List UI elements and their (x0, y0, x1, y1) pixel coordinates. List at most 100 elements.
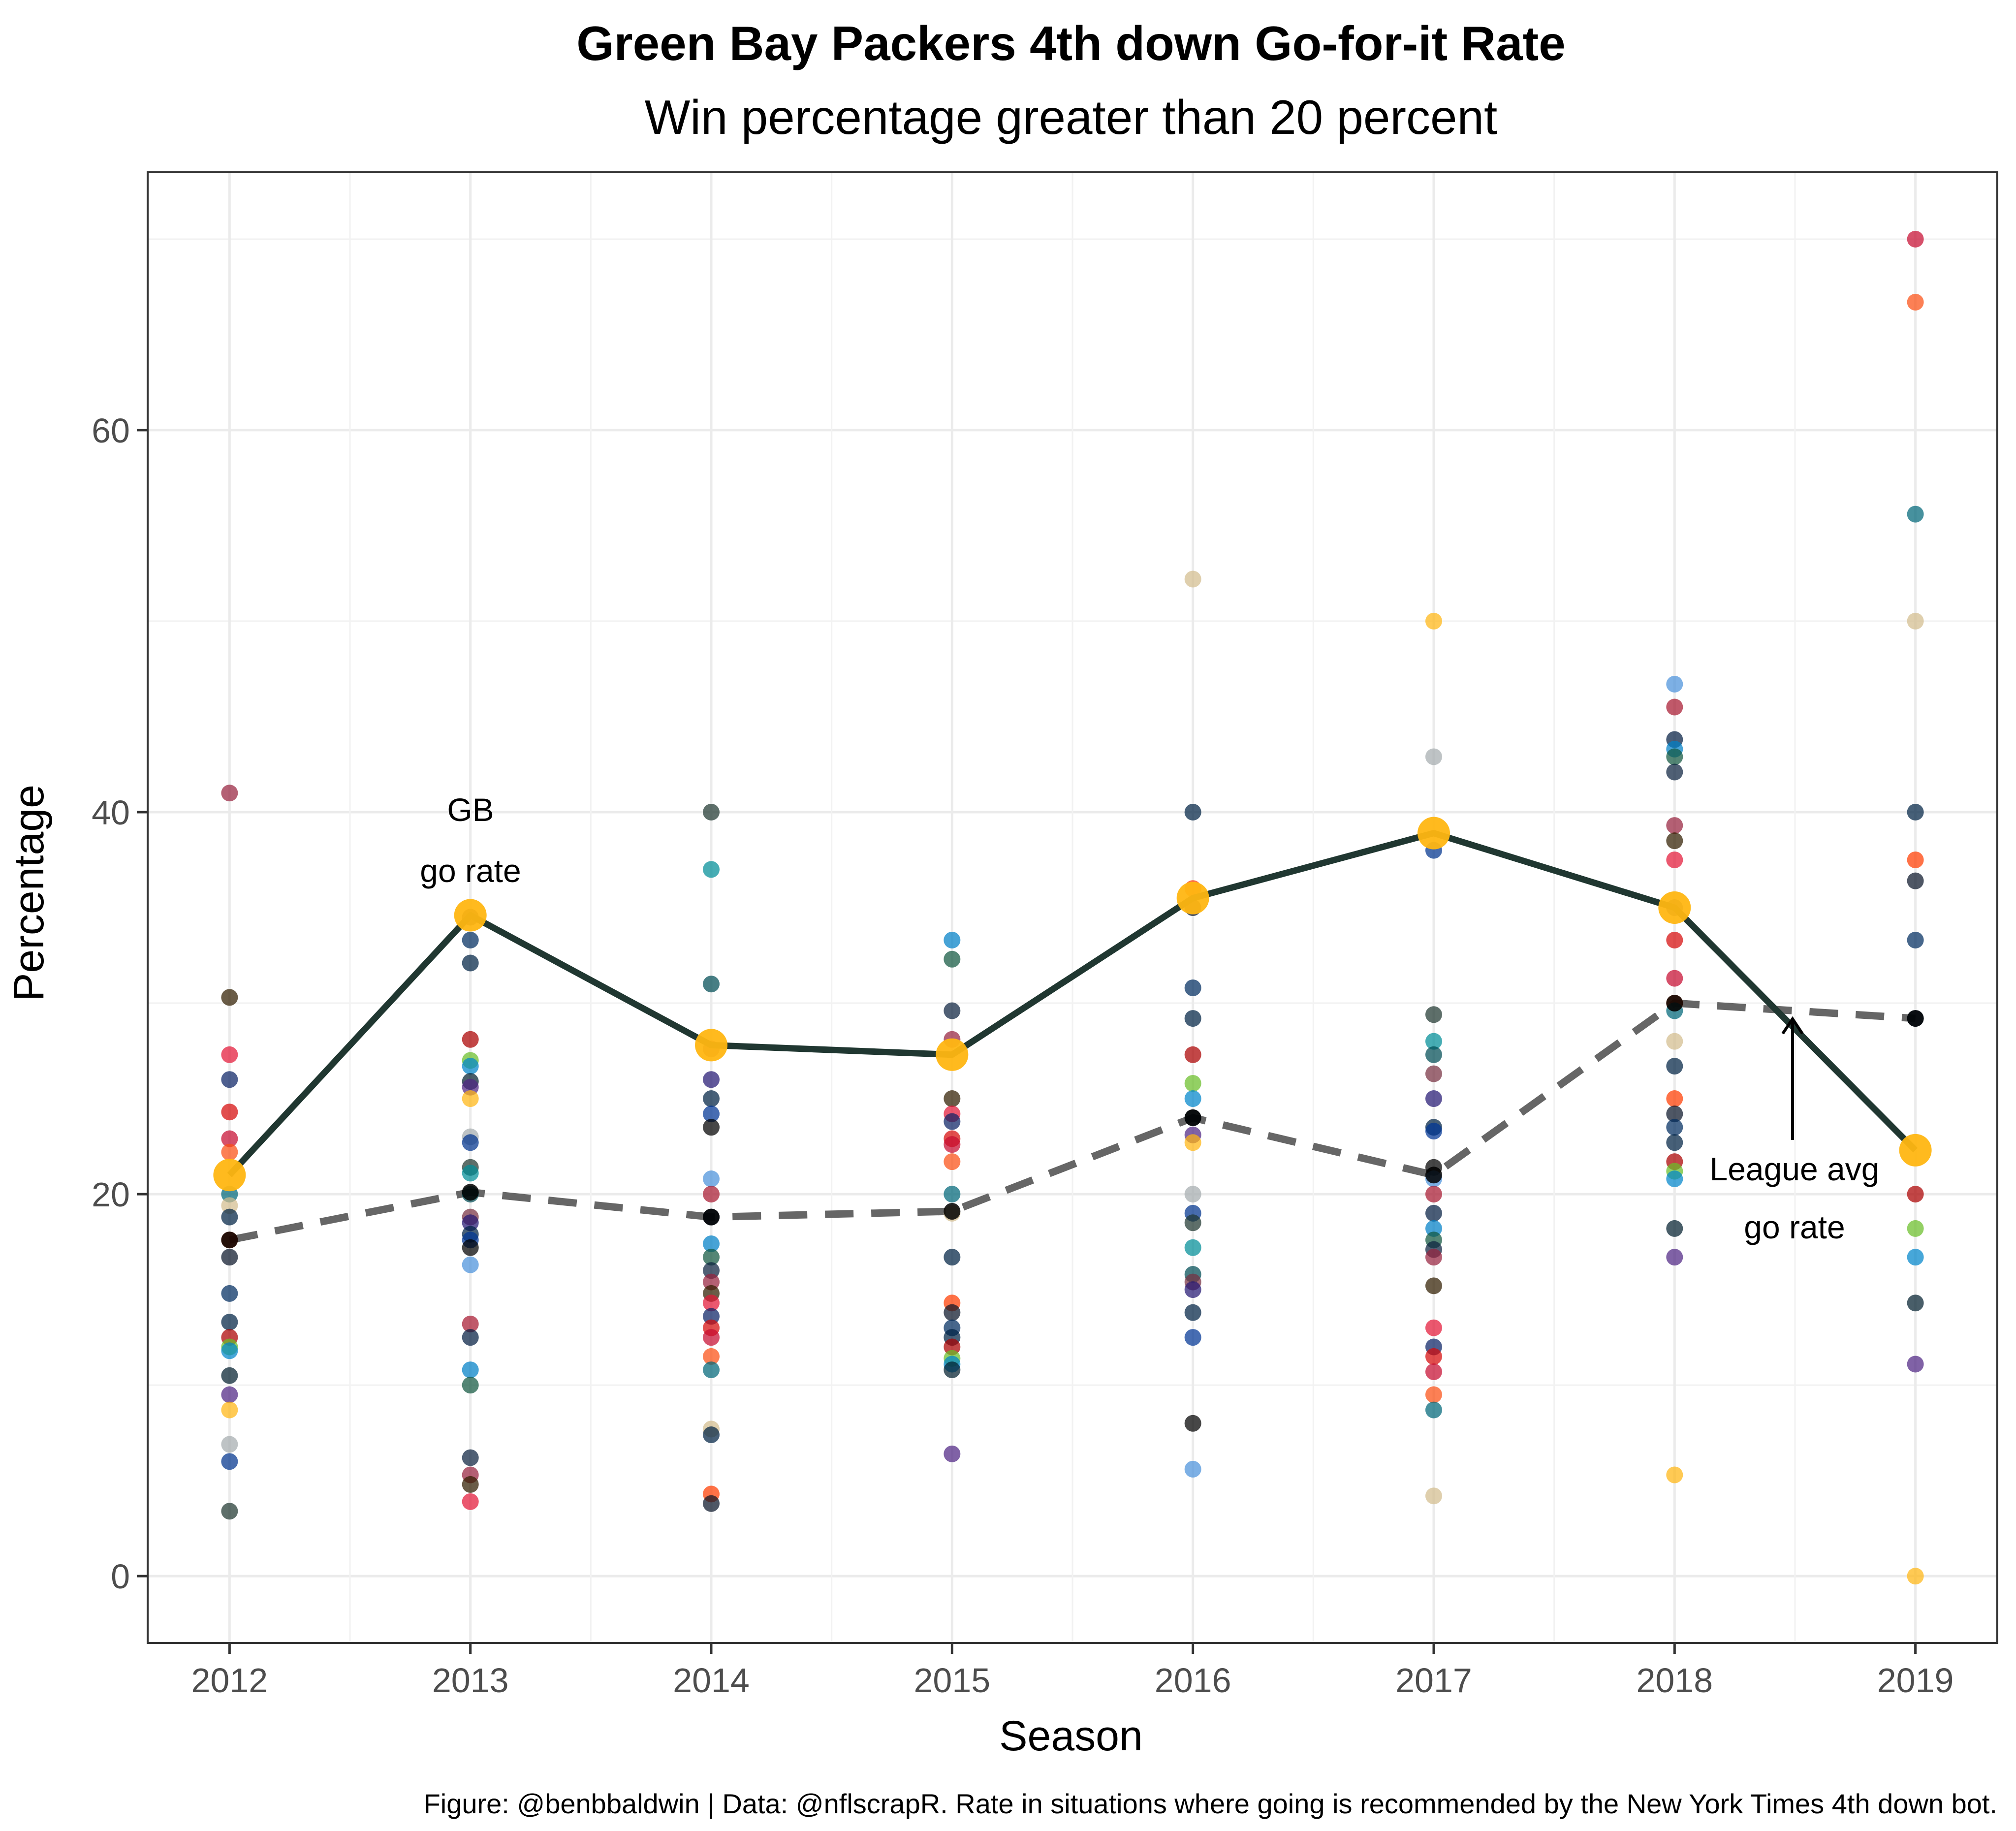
y-tick-label: 20 (92, 1175, 130, 1214)
league-average-series (228, 999, 1916, 1244)
team-point (1666, 763, 1683, 781)
team-point (1666, 1033, 1683, 1050)
league-average-point (1666, 995, 1683, 1012)
team-point (944, 1186, 961, 1203)
gb-series (213, 817, 1932, 1192)
chart-title: Green Bay Packers 4th down Go-for-it Rat… (576, 16, 1565, 70)
team-point (1907, 1356, 1924, 1373)
team-point (1907, 1294, 1924, 1312)
team-point (1425, 748, 1442, 765)
team-point (1425, 1249, 1442, 1266)
team-point (1907, 505, 1924, 523)
team-point (1184, 1090, 1201, 1107)
team-point (1425, 1123, 1442, 1140)
y-tick-label: 60 (92, 411, 130, 450)
x-tick-label: 2019 (1877, 1661, 1954, 1700)
team-point (1184, 1281, 1201, 1298)
team-point (1907, 1220, 1924, 1237)
team-point (703, 1071, 720, 1088)
team-point (462, 1476, 479, 1493)
team-point (703, 861, 720, 878)
team-point (1425, 1006, 1442, 1023)
team-point (703, 1495, 720, 1512)
team-point (1666, 1466, 1683, 1484)
team-point (462, 1361, 479, 1379)
team-point (1666, 1105, 1683, 1123)
team-point (703, 1105, 720, 1123)
team-point (1907, 931, 1924, 948)
team-point (221, 1249, 238, 1266)
chart-caption: Figure: @benbbaldwin | Data: @nflscrapR.… (424, 1788, 1997, 1819)
team-point (944, 1338, 961, 1356)
team-point (1666, 1090, 1683, 1107)
team-points (221, 230, 1924, 1585)
league-average-point (703, 1208, 720, 1226)
team-point (221, 1503, 238, 1520)
team-point (1184, 570, 1201, 588)
team-point (462, 1078, 479, 1096)
team-point (1666, 851, 1683, 868)
gb-annotation-line2: go rate (420, 852, 521, 889)
team-point (1425, 1277, 1442, 1294)
team-point (1425, 1487, 1442, 1505)
team-point (1184, 979, 1201, 996)
team-point (221, 1453, 238, 1470)
gb-go-rate-point (695, 1029, 728, 1062)
team-point (703, 1262, 720, 1279)
team-point (1666, 1249, 1683, 1266)
team-point (462, 1315, 479, 1332)
team-point (703, 1249, 720, 1266)
gb-annotation-line1: GB (447, 791, 494, 828)
team-point (221, 1436, 238, 1453)
team-point (944, 1361, 961, 1379)
gb-go-rate-point (213, 1159, 246, 1192)
team-point (1666, 817, 1683, 834)
league-annotation-line1: League avg (1710, 1151, 1880, 1187)
team-point (221, 1104, 238, 1121)
x-tick-label: 2015 (914, 1661, 990, 1700)
league-average-line (228, 999, 1916, 1244)
gb-go-rate-point (936, 1038, 969, 1071)
team-point (1425, 612, 1442, 630)
team-point (1907, 851, 1924, 868)
team-point (1666, 1170, 1683, 1188)
team-point (221, 1401, 238, 1419)
grid-lines (148, 172, 1997, 1643)
team-point (944, 1445, 961, 1462)
gb-go-rate-point (1176, 882, 1209, 915)
team-point (1184, 1460, 1201, 1478)
team-point (1907, 872, 1924, 889)
team-point (462, 931, 479, 948)
team-point (221, 989, 238, 1006)
team-point (462, 1031, 479, 1048)
league-average-point (462, 1184, 479, 1201)
team-point (944, 931, 961, 948)
team-point (1907, 293, 1924, 311)
team-point (221, 1342, 238, 1359)
x-tick-label: 2018 (1636, 1661, 1713, 1700)
team-point (1666, 931, 1683, 948)
team-point (1184, 1075, 1201, 1092)
team-point (462, 1134, 479, 1151)
league-annotation-line2: go rate (1744, 1209, 1845, 1245)
team-point (221, 1071, 238, 1088)
team-point (221, 1208, 238, 1226)
x-tick-label: 2017 (1395, 1661, 1472, 1700)
team-point (221, 1197, 238, 1214)
league-average-point (944, 1203, 961, 1220)
team-point (703, 1273, 720, 1291)
team-point (944, 1153, 961, 1170)
team-point (1666, 1119, 1683, 1136)
league-annotation-arrowhead (1781, 1016, 1804, 1035)
x-tick-label: 2013 (432, 1661, 509, 1700)
team-point (1425, 1046, 1442, 1063)
gb-go-rate-point (1899, 1134, 1932, 1167)
team-point (703, 1329, 720, 1346)
team-point (1184, 1186, 1201, 1203)
team-point (1666, 698, 1683, 716)
league-average-point (1184, 1109, 1201, 1126)
chart-subtitle: Win percentage greater than 20 percent (645, 90, 1497, 144)
y-tick-label: 40 (92, 793, 130, 832)
team-point (703, 1308, 720, 1325)
team-point (462, 1256, 479, 1273)
